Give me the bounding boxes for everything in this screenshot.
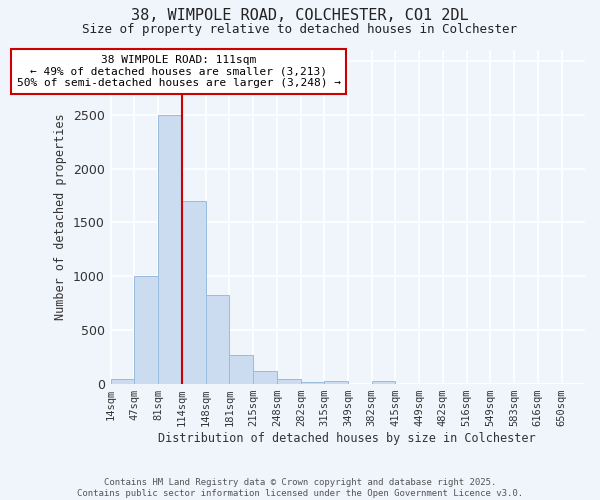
Text: 38, WIMPOLE ROAD, COLCHESTER, CO1 2DL: 38, WIMPOLE ROAD, COLCHESTER, CO1 2DL xyxy=(131,8,469,22)
Bar xyxy=(158,114,182,384)
Bar xyxy=(134,276,158,384)
Bar xyxy=(324,381,349,384)
Text: Contains HM Land Registry data © Crown copyright and database right 2025.
Contai: Contains HM Land Registry data © Crown c… xyxy=(77,478,523,498)
Text: Size of property relative to detached houses in Colchester: Size of property relative to detached ho… xyxy=(83,22,517,36)
Bar xyxy=(372,381,395,384)
Bar xyxy=(111,378,134,384)
Bar xyxy=(182,201,206,384)
Y-axis label: Number of detached properties: Number of detached properties xyxy=(54,114,67,320)
Bar xyxy=(301,382,324,384)
Bar xyxy=(253,371,277,384)
Bar xyxy=(206,294,229,384)
X-axis label: Distribution of detached houses by size in Colchester: Distribution of detached houses by size … xyxy=(158,432,536,445)
Bar xyxy=(229,355,253,384)
Text: 38 WIMPOLE ROAD: 111sqm
← 49% of detached houses are smaller (3,213)
50% of semi: 38 WIMPOLE ROAD: 111sqm ← 49% of detache… xyxy=(17,55,341,88)
Bar xyxy=(277,378,301,384)
